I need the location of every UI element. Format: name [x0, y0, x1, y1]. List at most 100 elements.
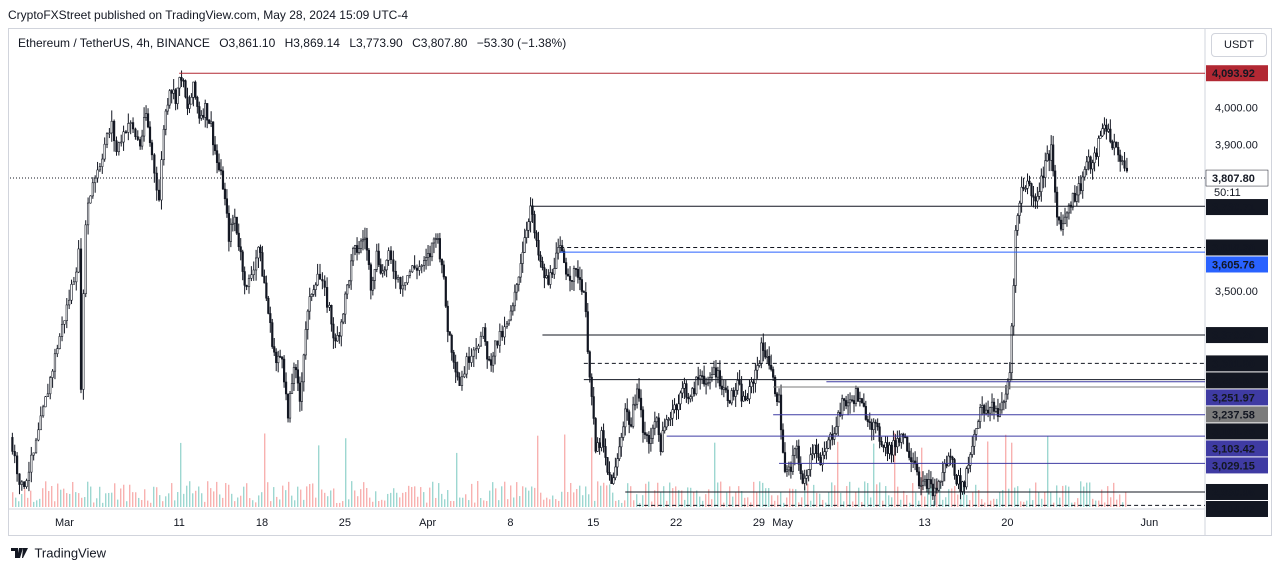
- volume-bar: [351, 481, 353, 507]
- volume-bar: [216, 481, 218, 507]
- volume-bar: [288, 481, 290, 507]
- candle-body: [772, 369, 775, 378]
- volume-bar: [543, 499, 545, 507]
- candle-body: [535, 232, 538, 241]
- publish-header: CryptoFXStreet published on TradingView.…: [0, 0, 1281, 28]
- volume-bar: [255, 502, 257, 507]
- candle-body: [101, 158, 104, 167]
- candle-body: [34, 439, 38, 454]
- candle-body: [580, 279, 583, 292]
- candle-body: [479, 335, 483, 347]
- candle-body: [1012, 285, 1015, 327]
- volume-bar: [948, 489, 950, 507]
- volume-bar: [228, 484, 230, 507]
- candle-body: [1065, 212, 1069, 218]
- volume-bar: [312, 483, 314, 507]
- candle-body: [815, 444, 818, 454]
- candle-body: [442, 264, 445, 278]
- volume-bar: [153, 486, 155, 507]
- volume-bar: [111, 492, 113, 507]
- candle-body: [308, 296, 311, 312]
- volume-bar: [816, 492, 818, 507]
- volume-bar: [924, 496, 926, 507]
- volume-bar: [24, 488, 26, 507]
- volume-bar: [846, 486, 848, 507]
- candle-body: [316, 273, 319, 286]
- volume-bar: [192, 493, 194, 507]
- candle-body: [176, 87, 179, 104]
- volume-bar: [306, 486, 308, 507]
- candle-body: [346, 284, 349, 295]
- symbol-name[interactable]: Ethereum / TetherUS, 4h, BINANCE: [18, 36, 210, 50]
- volume-bar: [855, 491, 857, 507]
- volume-bar: [984, 502, 986, 507]
- candle-body: [428, 253, 432, 258]
- candle-body: [1115, 141, 1118, 148]
- volume-bar: [222, 497, 224, 507]
- candle-body: [908, 450, 911, 458]
- volume-bar: [588, 494, 590, 507]
- volume-bar: [867, 483, 869, 507]
- volume-bar: [81, 497, 83, 507]
- candle-body: [740, 383, 743, 402]
- candle-body: [162, 128, 165, 161]
- volume-bar: [60, 489, 62, 507]
- volume-bar: [1086, 482, 1088, 507]
- candle-body: [490, 359, 493, 366]
- volume-bar: [315, 497, 317, 507]
- candle-body: [872, 421, 875, 431]
- candle-body: [858, 398, 862, 402]
- candle-body: [673, 404, 676, 410]
- candle-body: [486, 341, 489, 360]
- candle-body: [561, 245, 564, 252]
- candle-body: [1018, 202, 1021, 216]
- volume-bar: [279, 499, 281, 507]
- candle-body: [94, 177, 97, 184]
- volume-bar: [165, 496, 167, 507]
- volume-bar: [525, 487, 527, 507]
- currency-button[interactable]: USDT: [1211, 33, 1267, 57]
- candle-body: [582, 291, 585, 293]
- volume-bar: [894, 432, 896, 507]
- candle-body: [139, 139, 142, 147]
- candle-body: [265, 282, 268, 299]
- candle-body: [915, 463, 919, 473]
- candle-body: [166, 104, 169, 112]
- level-price-label: 3,257.51: [1212, 375, 1255, 387]
- current-price-badge: [1205, 169, 1269, 187]
- volume-bar: [12, 492, 14, 507]
- candle-body: [925, 478, 929, 489]
- candle-body: [799, 463, 802, 475]
- volume-bar: [1059, 497, 1061, 507]
- candle-body: [1057, 216, 1061, 221]
- volume-bar: [618, 500, 620, 507]
- candle-body: [463, 373, 466, 378]
- volume-bar: [978, 490, 980, 507]
- volume-bar: [327, 496, 329, 507]
- x-tick-label: 29: [753, 517, 765, 529]
- candle-body: [1044, 160, 1047, 178]
- candle-body: [961, 481, 964, 492]
- candle-body: [590, 376, 593, 397]
- candle-body: [722, 387, 725, 390]
- candle-body: [566, 273, 570, 277]
- volume-bar: [771, 495, 773, 507]
- volume-bar: [18, 501, 20, 507]
- candle-body: [227, 213, 230, 242]
- candle-body: [75, 271, 78, 283]
- volume-bar: [231, 493, 233, 507]
- x-tick-label: 22: [670, 517, 682, 529]
- x-tick-label: 25: [339, 517, 351, 529]
- candle-body: [424, 257, 428, 261]
- candle-body: [669, 417, 672, 420]
- candle-body: [277, 355, 280, 364]
- volume-bar: [321, 489, 323, 507]
- candle-body: [701, 375, 704, 377]
- candle-body: [835, 426, 838, 434]
- volume-bar: [597, 481, 599, 507]
- candle-body: [594, 418, 597, 452]
- candle-body: [943, 463, 946, 473]
- volume-bar: [423, 492, 425, 507]
- volume-bar: [372, 501, 374, 507]
